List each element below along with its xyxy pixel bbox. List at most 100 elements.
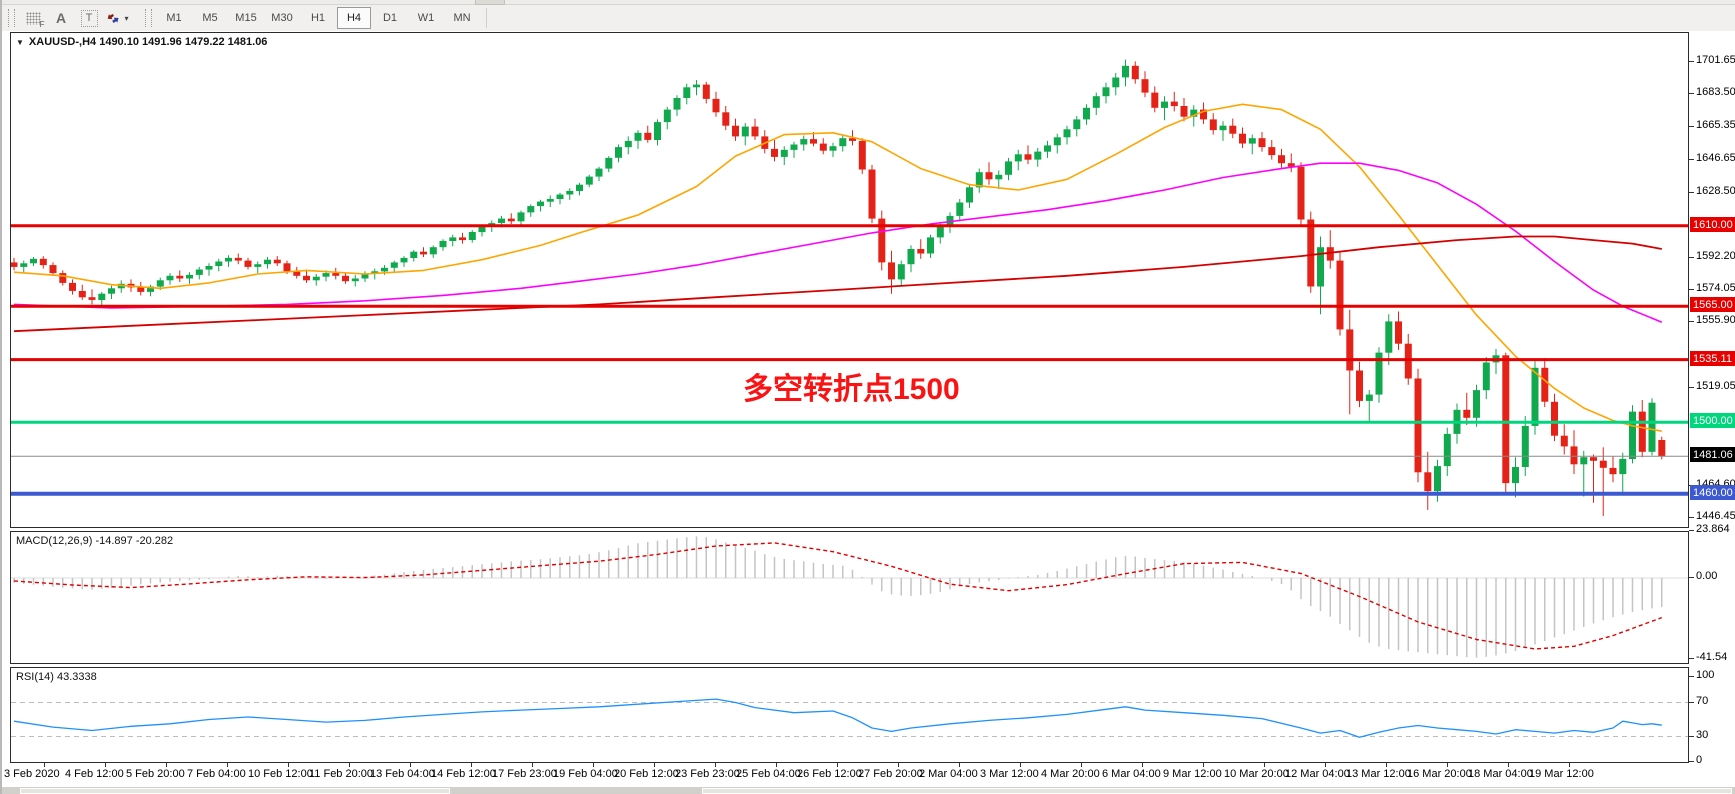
toolbar-separator <box>486 8 487 28</box>
time-axis-label: 10 Mar 20:00 <box>1224 768 1289 780</box>
timeframe-button-mn[interactable]: MN <box>453 12 471 24</box>
bottom-panel-edge <box>2 787 1735 794</box>
time-axis-label: 19 Mar 12:00 <box>1529 768 1594 780</box>
time-axis-label: 20 Feb 12:00 <box>614 768 679 780</box>
time-axis-tick <box>471 763 472 767</box>
axis-tick <box>1689 321 1694 322</box>
time-axis-label: 7 Feb 04:00 <box>187 768 246 780</box>
price-badge: 1565.00 <box>1690 297 1735 312</box>
axis-tick <box>1689 192 1694 193</box>
time-axis-label: 4 Feb 12:00 <box>65 768 124 780</box>
rsi-label: RSI(14) 43.3338 <box>16 671 97 683</box>
indicator-grid-button[interactable]: F <box>20 7 46 29</box>
timeframe-button-h1[interactable]: H1 <box>310 12 326 24</box>
rsi-axis-label: 70 <box>1696 695 1709 707</box>
timeframe-button-m30[interactable]: M30 <box>271 12 293 24</box>
timeframe-button-d1[interactable]: D1 <box>382 12 398 24</box>
time-axis-label: 14 Feb 12:00 <box>431 768 496 780</box>
rsi-pane[interactable] <box>10 667 1689 763</box>
time-axis-tick <box>776 763 777 767</box>
text-box-icon: T <box>80 9 98 27</box>
text-label-button[interactable]: A <box>48 7 74 29</box>
time-axis-label: 3 Feb 2020 <box>4 768 60 780</box>
time-axis-label: 4 Mar 20:00 <box>1041 768 1100 780</box>
time-axis-label: 5 Feb 20:00 <box>126 768 185 780</box>
macd-axis-label: 23.864 <box>1696 523 1730 535</box>
time-axis-label: 16 Mar 20:00 <box>1407 768 1472 780</box>
time-axis-label: 13 Feb 04:00 <box>370 768 435 780</box>
time-axis-label: 6 Mar 04:00 <box>1102 768 1161 780</box>
price-chart-pane[interactable] <box>10 32 1689 528</box>
time-axis-label: 9 Mar 12:00 <box>1163 768 1222 780</box>
chart-title[interactable]: ▼ XAUUSD-,H4 1490.10 1491.96 1479.22 1481… <box>16 36 267 48</box>
timeframe-button-m5[interactable]: M5 <box>202 12 218 24</box>
time-axis-tick <box>1325 763 1326 767</box>
axis-tick <box>1689 577 1694 578</box>
rsi-canvas[interactable] <box>11 668 1688 762</box>
time-axis-label: 13 Mar 12:00 <box>1346 768 1411 780</box>
time-axis-tick <box>1569 763 1570 767</box>
time-axis-tick <box>1264 763 1265 767</box>
rsi-axis-label: 100 <box>1696 669 1715 681</box>
time-axis-label: 23 Feb 23:00 <box>675 768 740 780</box>
time-axis-tick <box>654 763 655 767</box>
time-axis-tick <box>532 763 533 767</box>
toolbar-drag-handle[interactable] <box>8 9 15 27</box>
time-axis-label: 17 Feb 23:00 <box>492 768 557 780</box>
chart-annotation-text[interactable]: 多空转折点1500 <box>743 373 960 406</box>
time-axis-tick <box>1203 763 1204 767</box>
toolbar-drag-handle[interactable] <box>145 9 152 27</box>
time-axis-tick <box>898 763 899 767</box>
time-axis-tick <box>44 763 45 767</box>
time-axis-label: 2 Mar 04:00 <box>919 768 978 780</box>
timeframe-button-m1[interactable]: M1 <box>166 12 182 24</box>
bottom-tab-edge <box>20 788 450 794</box>
price-axis-label: 1701.65 <box>1696 54 1735 66</box>
text-box-button[interactable]: T <box>76 7 102 29</box>
macd-axis-label: 0.00 <box>1696 570 1718 582</box>
timeframe-button-m15[interactable]: M15 <box>235 12 257 24</box>
time-axis-label: 11 Feb 20:00 <box>309 768 374 780</box>
price-axis-label: 1628.50 <box>1696 185 1735 197</box>
time-axis-label: 12 Mar 04:00 <box>1285 768 1350 780</box>
axis-tick <box>1689 126 1694 127</box>
axis-tick <box>1689 257 1694 258</box>
time-axis-tick <box>288 763 289 767</box>
macd-pane[interactable] <box>10 531 1689 664</box>
time-axis-label: 18 Mar 04:00 <box>1468 768 1533 780</box>
price-axis-label: 1646.65 <box>1696 152 1735 164</box>
time-axis-tick <box>1447 763 1448 767</box>
time-axis-tick <box>1020 763 1021 767</box>
timeframe-button-h4[interactable]: H4 <box>337 7 371 29</box>
symbol-dropdown-icon[interactable]: ▼ <box>16 38 24 47</box>
upper-toolbar-notch <box>475 0 505 5</box>
macd-axis-label: -41.54 <box>1696 651 1728 663</box>
price-chart-canvas[interactable] <box>11 33 1688 527</box>
axis-tick <box>1689 736 1694 737</box>
time-axis-tick <box>715 763 716 767</box>
time-axis-tick <box>837 763 838 767</box>
rsi-axis-label: 0 <box>1696 754 1703 766</box>
macd-canvas[interactable] <box>11 532 1688 663</box>
timeframe-group: M1 M5 M15 M30 H1 H4 D1 W1 MN <box>156 7 480 29</box>
time-axis-label: 3 Mar 12:00 <box>980 768 1039 780</box>
rsi-axis-label: 30 <box>1696 729 1709 741</box>
price-axis-label: 1519.05 <box>1696 380 1735 392</box>
axis-tick <box>1689 658 1694 659</box>
axis-tick <box>1689 530 1694 531</box>
time-axis-tick <box>410 763 411 767</box>
time-axis-tick <box>1386 763 1387 767</box>
axis-tick <box>1689 761 1694 762</box>
price-badge: 1481.06 <box>1690 447 1735 462</box>
axis-tick <box>1689 159 1694 160</box>
arrow-objects-button[interactable]: ▾ <box>104 7 130 29</box>
axis-tick <box>1689 93 1694 94</box>
time-axis-tick <box>227 763 228 767</box>
time-axis-tick <box>1081 763 1082 767</box>
axis-tick <box>1689 676 1694 677</box>
timeframe-button-w1[interactable]: W1 <box>417 12 435 24</box>
chart-title-text: XAUUSD-,H4 1490.10 1491.96 1479.22 1481.… <box>28 36 268 48</box>
time-axis-tick <box>1508 763 1509 767</box>
arrow-objects-icon <box>108 13 119 23</box>
